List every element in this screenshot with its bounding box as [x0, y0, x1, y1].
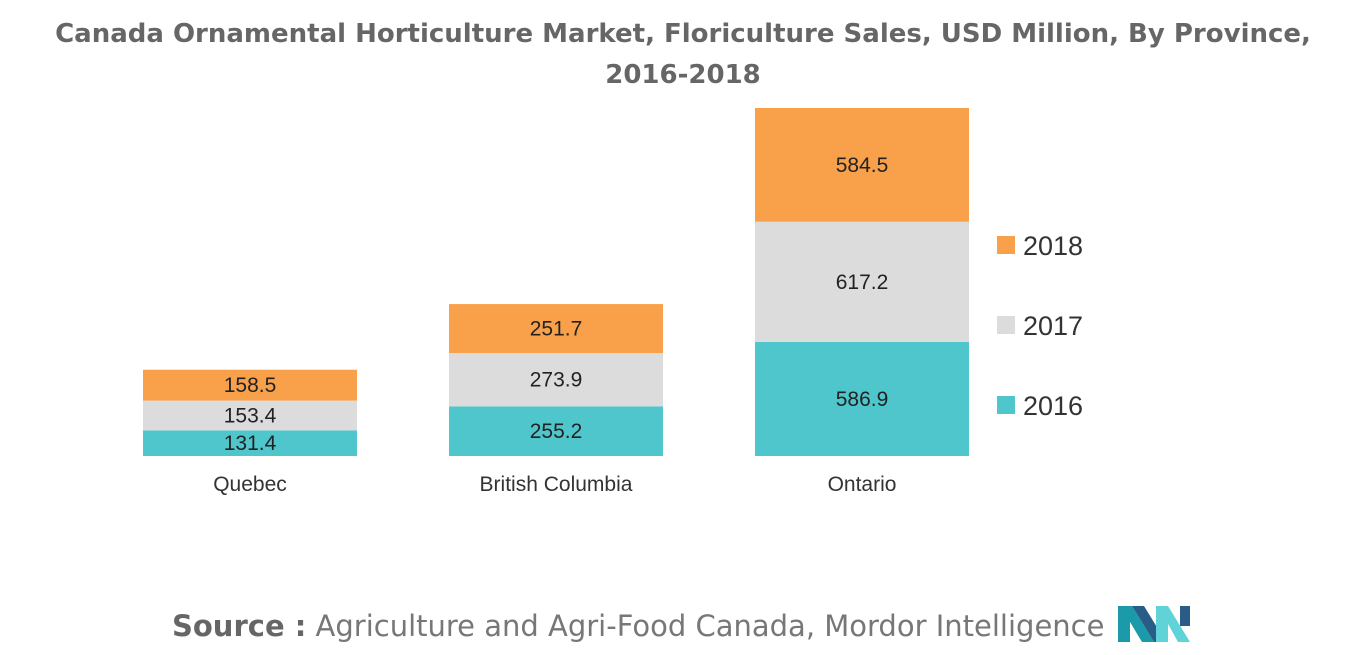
data-label-2017-ontario: 617.2 [836, 271, 889, 294]
source-prefix: Source : [172, 609, 307, 643]
bar-2018-british-columbia [449, 304, 663, 354]
legend-label-2018: 2018 [1023, 231, 1083, 261]
data-label-2018-ontario: 584.5 [836, 154, 889, 177]
source-line: Source : Agriculture and Agri-Food Canad… [172, 606, 1104, 646]
data-label-2018-british-columbia: 251.7 [530, 318, 583, 341]
bar-2017-ontario [755, 221, 969, 342]
chart-title: Canada Ornamental Horticulture Market, F… [55, 19, 1311, 90]
legend-swatch-2016 [997, 396, 1015, 414]
data-label-2016-british-columbia: 255.2 [530, 420, 583, 443]
data-label-2018-quebec: 158.5 [224, 374, 277, 397]
bar-2018-quebec [143, 369, 357, 401]
bar-2018-ontario [755, 108, 969, 222]
source-text: Agriculture and Agri-Food Canada, Mordor… [315, 609, 1105, 643]
legend-swatch-2018 [997, 236, 1015, 254]
legend-label-2016: 2016 [1023, 391, 1083, 421]
legend-swatch-2017 [997, 316, 1015, 334]
bar-2016-british-columbia [449, 406, 663, 456]
data-label-2016-ontario: 586.9 [836, 388, 889, 411]
data-label-2017-quebec: 153.4 [224, 405, 277, 428]
stacked-bar-chart: 131.4 153.4 158.5 Quebec 255.2 273.9 251.7 Brit… [143, 108, 1083, 496]
bar-2017-quebec [143, 400, 357, 431]
x-tick-label-ontario: Ontario [828, 473, 897, 496]
x-tick-label-british-columbia: British Columbia [480, 473, 633, 496]
legend-label-2017: 2017 [1023, 311, 1083, 341]
x-tick-label-quebec: Quebec [213, 473, 287, 496]
bar-2016-quebec [143, 430, 357, 456]
data-label-2016-quebec: 131.4 [224, 432, 277, 455]
bar-2017-british-columbia [449, 353, 663, 407]
data-label-2017-british-columbia: 273.9 [530, 369, 583, 392]
bar-2016-ontario [755, 341, 969, 456]
mordor-intelligence-logo-icon [1118, 606, 1190, 642]
